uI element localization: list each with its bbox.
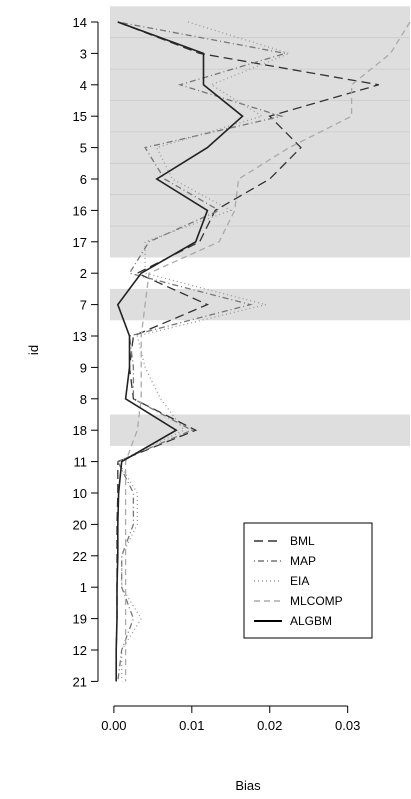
y-tick-label: 2 — [80, 266, 87, 281]
highlight-bands — [110, 6, 410, 446]
legend-label: MAP — [290, 554, 316, 568]
series-line-mlcomp — [124, 21, 411, 682]
series-line-algbm — [115, 21, 244, 682]
x-tick-label: 0.01 — [179, 718, 204, 733]
y-tick-label: 1 — [80, 580, 87, 595]
y-axis-title: id — [26, 345, 41, 355]
x-axis: 0.00 0.01 0.02 0.03 — [101, 705, 360, 733]
y-tick-label: 6 — [80, 172, 87, 187]
y-tick-label: 10 — [73, 486, 87, 501]
legend-box — [243, 522, 373, 639]
y-tick-label: 5 — [80, 141, 87, 156]
legend-label: BML — [290, 534, 315, 548]
y-tick-label: 17 — [73, 235, 87, 250]
x-axis-title: Bias — [235, 778, 261, 793]
y-tick-label: 19 — [73, 612, 87, 627]
y-tick-label: 7 — [80, 298, 87, 313]
y-tick-label: 4 — [80, 78, 87, 93]
y-tick-label: 21 — [73, 674, 87, 689]
y-tick-label: 12 — [73, 643, 87, 658]
y-tick-label: 9 — [80, 360, 87, 375]
y-tick-label: 22 — [73, 549, 87, 564]
y-tick-label: 8 — [80, 392, 87, 407]
highlight-band — [110, 414, 410, 446]
y-tick-label: 16 — [73, 203, 87, 218]
y-tick-label: 20 — [73, 517, 87, 532]
legend: BML MAP EIA MLCOMP ALGBM — [243, 522, 373, 639]
legend-label: ALGBM — [290, 614, 332, 628]
y-axis: 14 3 4 15 5 6 16 17 2 7 13 9 8 18 11 10 20 22 1 19 12 21 — [73, 15, 99, 689]
y-tick-label: 3 — [80, 46, 87, 61]
y-tick-label: 14 — [73, 15, 87, 30]
series-line-map — [116, 21, 286, 682]
series-lines — [115, 21, 411, 682]
x-tick-label: 0.00 — [101, 718, 126, 733]
y-tick-label: 18 — [73, 423, 87, 438]
legend-label: MLCOMP — [290, 594, 343, 608]
highlight-band — [110, 288, 410, 321]
x-tick-label: 0.02 — [257, 718, 282, 733]
y-tick-label: 15 — [73, 109, 87, 124]
x-tick-label: 0.03 — [335, 718, 360, 733]
legend-label: EIA — [290, 574, 309, 588]
y-tick-label: 13 — [73, 329, 87, 344]
y-tick-label: 11 — [74, 455, 88, 470]
